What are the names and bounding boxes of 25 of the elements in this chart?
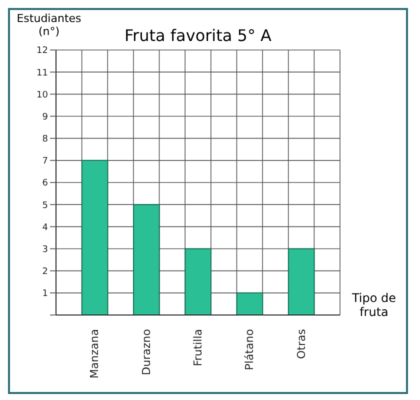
chart-title: Fruta favorita 5° A xyxy=(124,26,272,45)
bar xyxy=(288,248,315,315)
y-tick-label: 10 xyxy=(36,90,48,100)
y-tick-label: 7 xyxy=(42,156,48,167)
y-tick-label: 6 xyxy=(42,178,48,189)
x-tick-label: Frutilla xyxy=(192,329,204,366)
y-tick-label: 2 xyxy=(42,267,48,278)
bar xyxy=(81,160,108,315)
y-tick-label: 3 xyxy=(42,244,48,255)
y-tick-label: 11 xyxy=(36,68,48,78)
x-tick-label: Plátano xyxy=(243,328,256,370)
y-tick-label: 4 xyxy=(42,222,48,233)
y-tick-label: 9 xyxy=(42,112,48,122)
bar xyxy=(184,248,212,315)
x-tick-label: Otras xyxy=(294,328,308,359)
y-tick-label: 1 xyxy=(42,289,48,300)
bar xyxy=(236,292,264,315)
y-tick-label: 12 xyxy=(36,46,48,56)
y-axis-title: Estudiantes (n°) xyxy=(16,12,82,38)
bar xyxy=(133,204,160,315)
x-tick-label: Manzana xyxy=(88,329,102,378)
y-tick-label: 5 xyxy=(42,200,48,211)
x-tick-label: Durazno xyxy=(140,328,153,376)
x-axis-title: Tipo de fruta xyxy=(350,291,398,319)
y-tick-label: 8 xyxy=(42,134,48,145)
